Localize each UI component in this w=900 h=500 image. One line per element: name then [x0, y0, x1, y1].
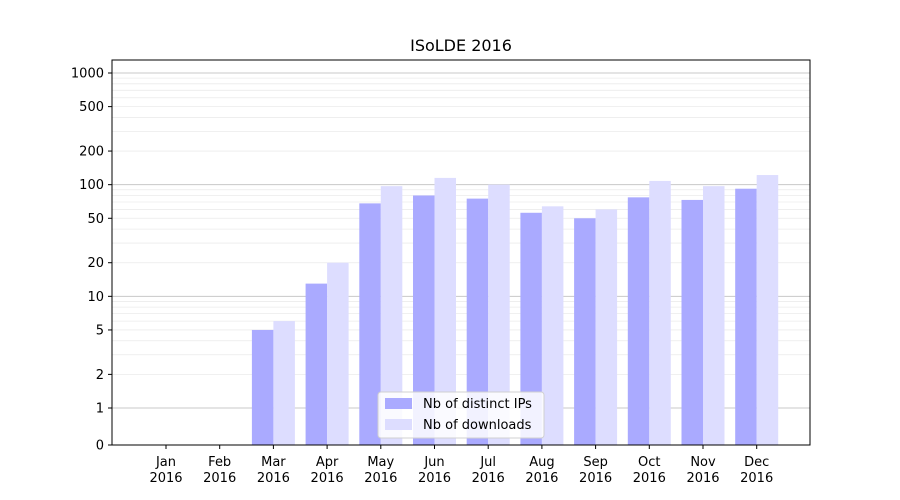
- bar-distinct-ips-sep: [574, 218, 596, 445]
- y-tick-label: 0: [96, 439, 104, 454]
- x-tick-label-year: 2016: [633, 471, 666, 486]
- y-axis: 0 1 2 5 10 20 50 100 200 500 1000: [71, 67, 112, 454]
- bar-downloads-sep: [595, 209, 618, 445]
- y-tick-label: 100: [79, 178, 104, 193]
- bar-distinct-ips-jul: [466, 198, 489, 445]
- x-tick-label-year: 2016: [418, 471, 451, 486]
- bar-distinct-ips-jun: [413, 195, 435, 445]
- x-tick-label-month: Aug: [529, 455, 554, 470]
- x-tick-label-month: Nov: [690, 455, 716, 470]
- bar-downloads-apr: [327, 262, 349, 445]
- x-tick-label-year: 2016: [311, 471, 344, 486]
- bar-distinct-ips-nov: [681, 199, 703, 445]
- y-tick-label: 5: [96, 323, 104, 338]
- x-tick-label-month: Apr: [316, 455, 339, 470]
- x-tick-label-month: Dec: [744, 455, 769, 470]
- x-tick-label-year: 2016: [579, 471, 612, 486]
- legend-box: [377, 391, 545, 439]
- bar-downloads-aug: [541, 206, 564, 445]
- y-tick-label: 200: [79, 145, 104, 160]
- legend-swatch-downloads: [385, 419, 412, 430]
- y-tick-label: 1000: [71, 67, 104, 82]
- bar-downloads-oct: [649, 180, 671, 446]
- x-axis: Jan2016Feb2016Mar2016Apr2016May2016Jun20…: [149, 445, 773, 486]
- x-tick-label-month: Feb: [208, 455, 231, 470]
- legend-swatch-distinct-ips: [385, 398, 412, 409]
- bar-distinct-ips-aug: [520, 212, 542, 445]
- x-tick-label-year: 2016: [149, 471, 182, 486]
- x-tick-label-month: May: [367, 455, 394, 470]
- x-tick-label-month: Jul: [479, 455, 496, 470]
- bar-downloads-nov: [703, 186, 725, 445]
- chart-title: ISoLDE 2016: [410, 36, 512, 55]
- y-tick-label: 500: [79, 100, 104, 115]
- y-tick-label: 1: [96, 402, 104, 417]
- x-tick-label-year: 2016: [740, 471, 773, 486]
- bar-downloads-jun: [434, 177, 456, 446]
- x-tick-label-month: Sep: [583, 455, 608, 470]
- x-tick-label-month: Mar: [261, 455, 286, 470]
- x-tick-label-month: Oct: [638, 455, 660, 470]
- legend-label-distinct-ips: Nb of distinct IPs: [423, 397, 532, 412]
- x-tick-label-year: 2016: [364, 471, 397, 486]
- bar-downloads-jul: [488, 184, 510, 445]
- bar-distinct-ips-oct: [627, 197, 650, 445]
- y-tick-label: 2: [96, 368, 104, 383]
- bar-distinct-ips-may: [359, 203, 381, 445]
- legend-label-downloads: Nb of downloads: [423, 418, 532, 433]
- bar-downloads-dec: [756, 175, 779, 446]
- plot-frame: [111, 59, 811, 446]
- bar-distinct-ips-dec: [735, 188, 757, 445]
- x-tick-label-year: 2016: [203, 471, 236, 486]
- y-tick-label: 10: [87, 290, 104, 305]
- x-tick-label-month: Jan: [155, 455, 176, 470]
- y-tick-label: 20: [87, 256, 104, 271]
- x-tick-label-year: 2016: [525, 471, 558, 486]
- x-tick-label-year: 2016: [686, 471, 719, 486]
- bar-downloads-may: [380, 186, 403, 445]
- x-tick-label-month: Jun: [423, 455, 444, 470]
- bar-downloads-mar: [273, 321, 295, 445]
- bar-layer: [251, 175, 779, 446]
- bar-distinct-ips-mar: [251, 329, 274, 445]
- bar-distinct-ips-apr: [305, 283, 328, 445]
- x-tick-label-year: 2016: [257, 471, 290, 486]
- y-tick-label: 50: [87, 212, 104, 227]
- x-tick-label-year: 2016: [472, 471, 505, 486]
- legend: Nb of distinct IPs Nb of downloads: [377, 391, 545, 439]
